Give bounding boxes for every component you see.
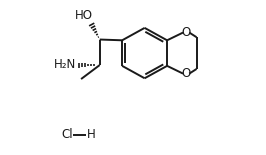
Text: H: H <box>87 128 95 141</box>
Text: O: O <box>182 26 191 39</box>
Text: H₂N: H₂N <box>54 58 76 71</box>
Text: O: O <box>182 67 191 80</box>
Text: HO: HO <box>75 9 93 22</box>
Text: Cl: Cl <box>61 128 73 141</box>
